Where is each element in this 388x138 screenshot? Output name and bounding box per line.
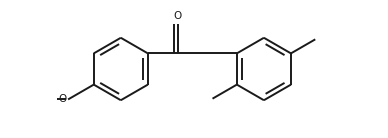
Text: O: O — [173, 11, 182, 21]
Text: O: O — [59, 94, 67, 104]
